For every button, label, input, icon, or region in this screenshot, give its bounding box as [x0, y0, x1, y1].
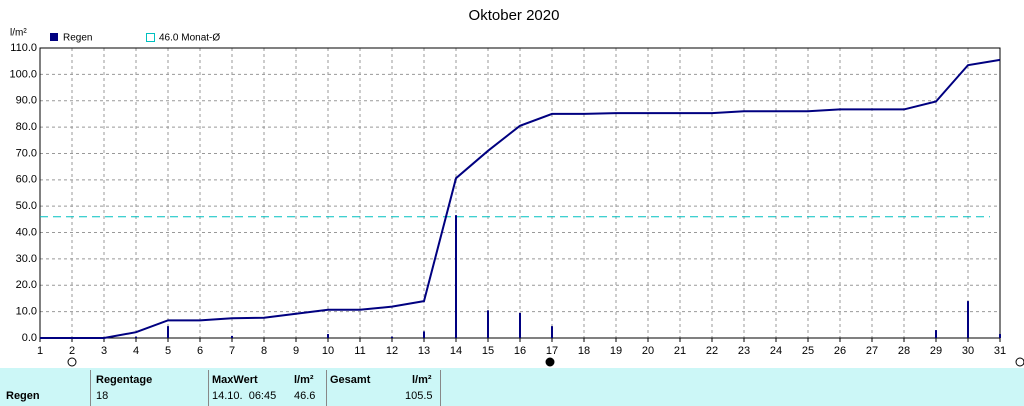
x-tick-label: 14 — [450, 345, 462, 357]
chart-title: Oktober 2020 — [469, 7, 560, 24]
x-tick-label: 27 — [866, 345, 878, 357]
x-tick-label: 19 — [610, 345, 622, 357]
x-tick-label: 20 — [642, 345, 654, 357]
x-tick-label: 11 — [354, 345, 365, 357]
bar — [391, 336, 393, 338]
cell: 105.5 — [405, 390, 433, 402]
x-tick-label: 7 — [229, 345, 235, 357]
y-tick-label: 20.0 — [16, 279, 37, 291]
x-tick-label: 22 — [706, 345, 718, 357]
bar — [423, 331, 425, 338]
y-axis-label: l/m² — [10, 28, 27, 39]
y-tick-label: 30.0 — [16, 253, 37, 265]
unit: l/m² — [412, 374, 432, 386]
y-tick-label: 60.0 — [16, 174, 37, 186]
x-tick-label: 17 — [546, 345, 558, 357]
x-tick-label: 3 — [101, 345, 107, 357]
cell: 46.6 — [294, 390, 316, 402]
cell: 14.10. 06:45 — [212, 390, 277, 402]
moon-icon — [545, 357, 555, 367]
bar — [455, 215, 457, 338]
x-tick-label: 2 — [69, 345, 75, 357]
row-label: Regen — [6, 390, 40, 402]
x-tick-label: 31 — [994, 345, 1006, 357]
bar — [231, 335, 233, 338]
bar — [327, 334, 329, 338]
x-tick-label: 18 — [578, 345, 590, 357]
y-tick-label: 40.0 — [16, 226, 37, 238]
bar — [999, 334, 1001, 338]
moon-icon — [67, 357, 77, 367]
bar — [935, 330, 937, 338]
x-tick-label: 4 — [133, 345, 139, 357]
x-tick-label: 6 — [197, 345, 203, 357]
legend-swatch — [50, 33, 58, 41]
x-tick-label: 1 — [37, 345, 43, 357]
y-tick-label: 10.0 — [16, 306, 37, 318]
cell: 18 — [96, 390, 109, 402]
legend-swatch — [146, 33, 155, 42]
x-tick-label: 26 — [834, 345, 846, 357]
unit: l/m² — [294, 374, 314, 386]
x-tick-label: 10 — [322, 345, 334, 357]
bar — [167, 326, 169, 338]
x-tick-label: 15 — [482, 345, 494, 357]
y-tick-label: 0.0 — [22, 332, 37, 344]
x-tick-label: 23 — [738, 345, 750, 357]
header: MaxWert — [212, 374, 258, 386]
header: Gesamt — [330, 374, 371, 386]
x-tick-label: 21 — [674, 345, 686, 357]
x-tick-label: 25 — [802, 345, 814, 357]
x-tick-label: 12 — [386, 345, 398, 357]
x-tick-label: 5 — [165, 345, 171, 357]
y-tick-label: 90.0 — [16, 95, 37, 107]
x-tick-label: 30 — [962, 345, 974, 357]
y-tick-label: 110.0 — [10, 42, 37, 54]
chart: Oktober 2020 l/m² Regen 46.0 Monat-Ø 0.0… — [9, 7, 1024, 367]
x-tick-label: 16 — [514, 345, 526, 357]
bar — [519, 312, 521, 338]
bar — [551, 326, 553, 338]
bar — [487, 310, 489, 338]
y-tick-label: 70.0 — [16, 147, 37, 159]
x-tick-label: 24 — [770, 345, 782, 357]
y-tick-label: 50.0 — [16, 200, 37, 212]
header: Regentage — [96, 374, 153, 386]
x-tick-label: 8 — [261, 345, 267, 357]
summary-table: Regen Regentage 18 MaxWert l/m² 14.10. 0… — [0, 368, 1024, 406]
x-tick-label: 13 — [418, 345, 430, 357]
moon-icon — [1015, 357, 1024, 367]
y-tick-label: 100.0 — [9, 68, 37, 80]
legend-label: 46.0 Monat-Ø — [159, 33, 220, 44]
legend-label: Regen — [63, 33, 92, 44]
y-tick-label: 80.0 — [16, 121, 37, 133]
x-tick-label: 29 — [930, 345, 942, 357]
x-tick-label: 9 — [293, 345, 299, 357]
bar — [135, 336, 137, 338]
x-tick-label: 28 — [898, 345, 910, 357]
cumulative-line — [40, 58, 1001, 339]
bar — [967, 301, 969, 338]
